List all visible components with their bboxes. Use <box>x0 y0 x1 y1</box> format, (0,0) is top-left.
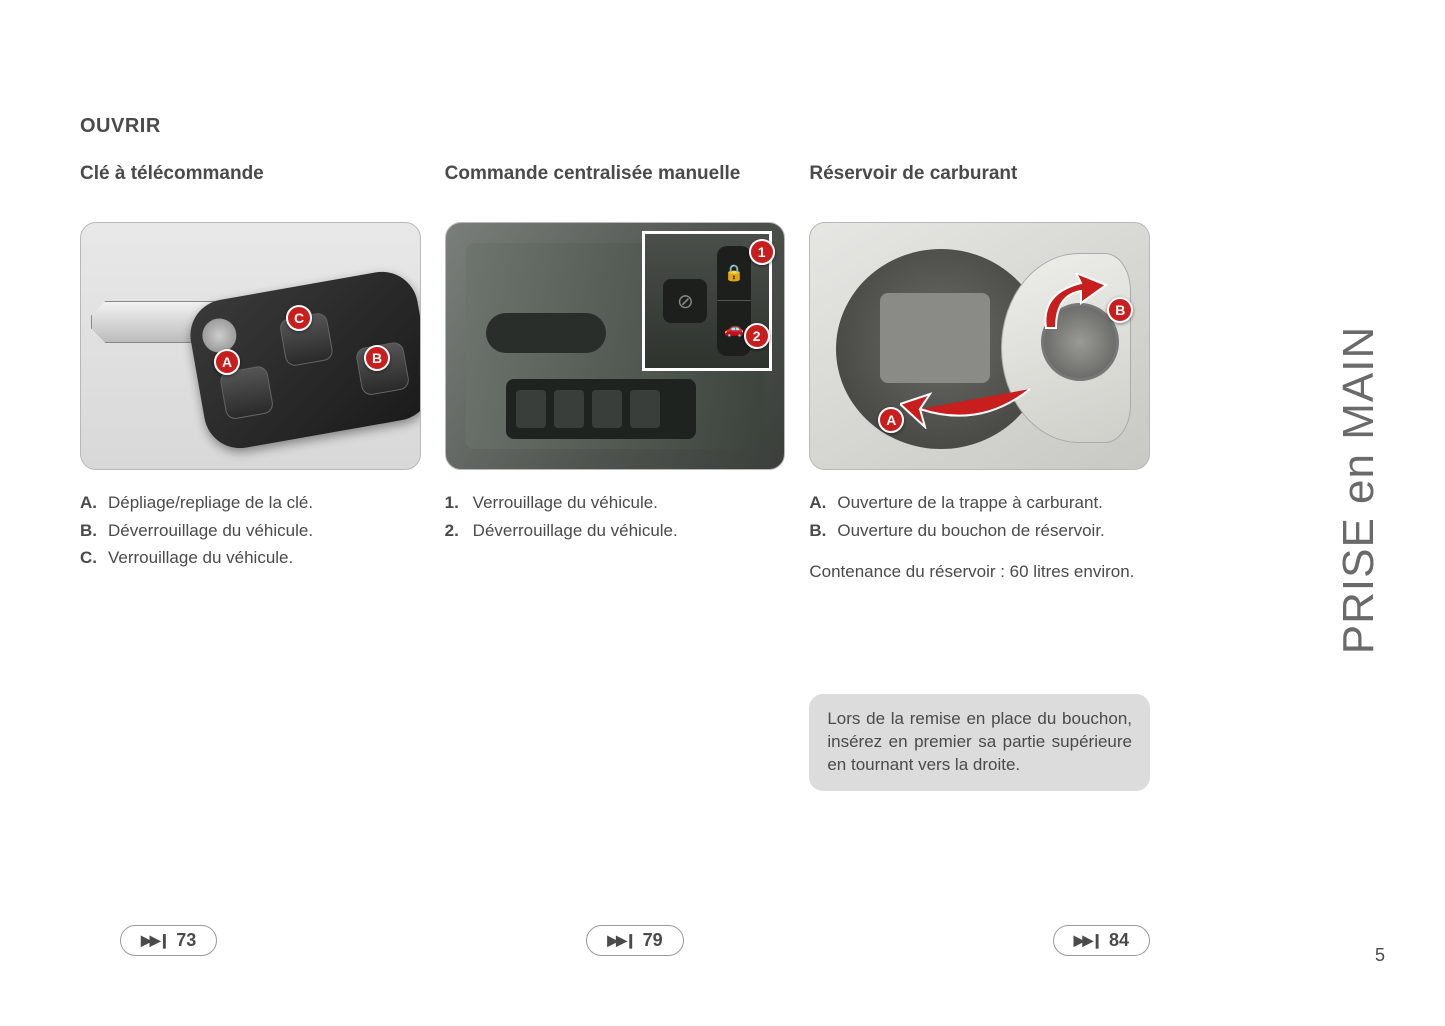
window-button <box>592 390 622 428</box>
list-text: Ouverture de la trappe à carburant. <box>837 490 1103 516</box>
column-title-fuel: Réservoir de carburant <box>809 162 1150 214</box>
page-refs-row: ▶▶❙ 73 ▶▶❙ 79 ▶▶❙ 84 <box>80 925 1190 956</box>
page-ref-number: 73 <box>176 930 196 951</box>
list-text: Déverrouillage du véhicule. <box>473 518 678 544</box>
list-marker: A. <box>809 490 837 516</box>
column-title-lock: Commande centralisée manuelle <box>445 162 786 214</box>
page-ref-number: 79 <box>643 930 663 951</box>
list-item: B.Déverrouillage du véhicule. <box>80 518 421 544</box>
fuel-bracket <box>880 293 990 383</box>
arrow-a-icon <box>900 379 1040 429</box>
tip-box: Lors de la remise en place du bouchon, i… <box>809 694 1150 791</box>
window-button <box>630 390 660 428</box>
child-lock-icon: ⊘ <box>663 279 707 323</box>
column-title-key: Clé à télécommande <box>80 162 421 214</box>
list-item: A.Dépliage/repliage de la clé. <box>80 490 421 516</box>
column-central-lock: Commande centralisée manuelle ⊘ 🔒 🚗 <box>445 162 786 791</box>
callout-2: 2 <box>744 323 770 349</box>
list-marker: B. <box>80 518 108 544</box>
list-marker: 2. <box>445 518 473 544</box>
list-marker: B. <box>809 518 837 544</box>
list-marker: C. <box>80 545 108 571</box>
list-fuel: A.Ouverture de la trappe à carburant. B.… <box>809 490 1150 543</box>
fuel-capacity-note: Contenance du réservoir : 60 litres envi… <box>809 561 1150 584</box>
list-marker: A. <box>80 490 108 516</box>
figure-key: A B C <box>80 222 421 470</box>
list-text: Verrouillage du véhicule. <box>108 545 293 571</box>
page-number: 5 <box>1375 945 1385 966</box>
window-button <box>554 390 584 428</box>
column-fuel: Réservoir de carburant A B A.Ouverture d… <box>809 162 1150 791</box>
list-key: A.Dépliage/repliage de la clé. B.Déverro… <box>80 490 421 571</box>
callout-c: C <box>286 305 312 331</box>
columns-container: Clé à télécommande A B C A.Dépliage/repl… <box>80 162 1150 791</box>
list-item: C.Verrouillage du véhicule. <box>80 545 421 571</box>
page-heading: OUVRIR <box>80 115 1150 138</box>
figure-door: ⊘ 🔒 🚗 1 2 <box>445 222 786 470</box>
list-item: A.Ouverture de la trappe à carburant. <box>809 490 1150 516</box>
list-text: Verrouillage du véhicule. <box>473 490 658 516</box>
list-text: Dépliage/repliage de la clé. <box>108 490 313 516</box>
key-hinge <box>200 316 239 355</box>
page-ref-number: 84 <box>1109 930 1129 951</box>
callout-1: 1 <box>749 239 775 265</box>
callout-a: A <box>214 349 240 375</box>
list-item: B.Ouverture du bouchon de réservoir. <box>809 518 1150 544</box>
fast-forward-icon: ▶▶❙ <box>607 932 634 949</box>
callout-b: B <box>364 345 390 371</box>
list-text: Ouverture du bouchon de réservoir. <box>837 518 1104 544</box>
section-side-tab-label: PRISE en MAIN <box>1334 326 1384 654</box>
window-button <box>516 390 546 428</box>
figure-fuel: A B <box>809 222 1150 470</box>
door-handle <box>486 313 606 353</box>
page-ref-pill[interactable]: ▶▶❙ 84 <box>1053 925 1150 956</box>
list-item: 2.Déverrouillage du véhicule. <box>445 518 786 544</box>
window-controls <box>506 379 696 439</box>
page-ref-pill[interactable]: ▶▶❙ 79 <box>586 925 683 956</box>
list-text: Déverrouillage du véhicule. <box>108 518 313 544</box>
fast-forward-icon: ▶▶❙ <box>1074 932 1101 949</box>
list-lock: 1.Verrouillage du véhicule. 2.Déverrouil… <box>445 490 786 543</box>
list-item: 1.Verrouillage du véhicule. <box>445 490 786 516</box>
list-marker: 1. <box>445 490 473 516</box>
page-ref-pill[interactable]: ▶▶❙ 73 <box>120 925 217 956</box>
section-side-tab: PRISE en MAIN <box>1329 280 1389 700</box>
fast-forward-icon: ▶▶❙ <box>141 932 168 949</box>
lock-icon: 🔒 <box>717 246 751 301</box>
column-key: Clé à télécommande A B C A.Dépliage/repl… <box>80 162 421 791</box>
